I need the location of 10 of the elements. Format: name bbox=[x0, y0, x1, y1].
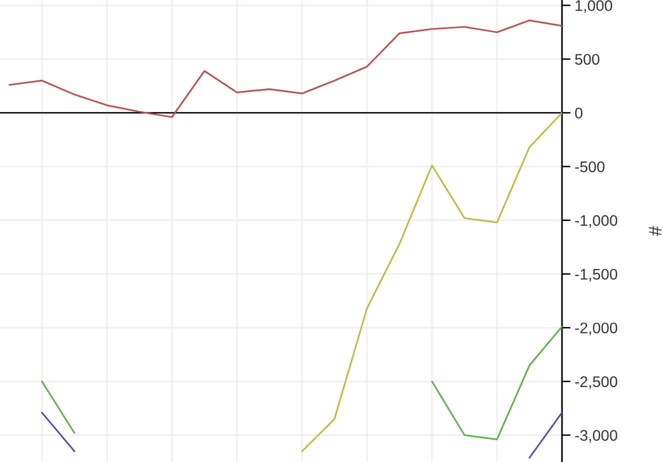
y-tick-label: -1,500 bbox=[575, 268, 618, 282]
y-tick-label: 0 bbox=[575, 108, 582, 118]
y-tick-label: -3,000 bbox=[575, 430, 618, 443]
y-tick-label: 1,000 bbox=[576, 0, 612, 13]
y-axis-title: # bbox=[649, 226, 662, 236]
y-tick-label: -1,000 bbox=[575, 215, 618, 228]
y-tick-label: -500 bbox=[575, 161, 604, 172]
y-tick-label: -2,000 bbox=[575, 322, 618, 336]
y-tick-label: 500 bbox=[575, 54, 600, 65]
y-tick-label: -2,500 bbox=[575, 376, 618, 389]
